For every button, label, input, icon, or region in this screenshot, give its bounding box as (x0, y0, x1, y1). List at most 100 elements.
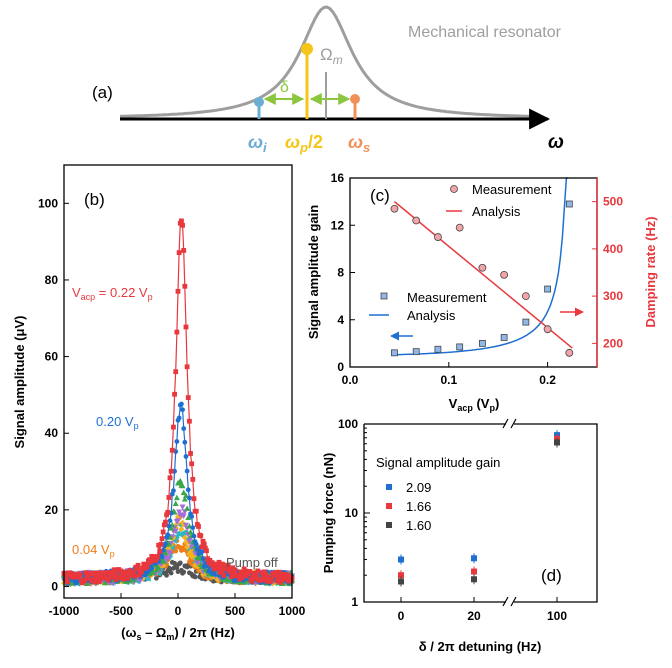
data-point (95, 570, 101, 576)
y-tick-label: 100 (338, 417, 358, 431)
damping-point (543, 325, 552, 334)
data-point (180, 513, 187, 520)
data-point (554, 439, 560, 446)
data-point (132, 573, 138, 579)
omega-axis-label: ω (548, 132, 564, 153)
data-point (179, 218, 184, 224)
legend-gain-measurement: Measurement (407, 290, 487, 305)
y2-tick-label: 400 (603, 242, 623, 256)
data-point (191, 496, 197, 502)
data-point (185, 514, 192, 521)
legend-damping-analysis: Analysis (472, 204, 521, 219)
data-point (181, 495, 188, 502)
panel-d: 0 20 100 1 10 100 (d) Signal amplitude gain 2… (321, 417, 598, 654)
data-point (180, 407, 185, 413)
data-point (177, 560, 183, 566)
y-tick-label: 0 (51, 580, 58, 594)
panel-d-plot (398, 430, 560, 587)
data-point (229, 574, 234, 579)
data-point (164, 572, 170, 578)
data-point (239, 575, 245, 581)
legend-marker (386, 522, 392, 528)
data-point (77, 572, 83, 577)
data-point (171, 537, 178, 544)
data-point (136, 572, 142, 578)
data-point (109, 574, 115, 580)
data-point (167, 518, 173, 524)
gain-point (565, 200, 573, 208)
data-point (200, 556, 206, 562)
annotation-020: 0.20 Vp (96, 414, 139, 431)
data-point (169, 534, 176, 540)
panel-d-frame (363, 423, 598, 603)
data-point (165, 532, 171, 538)
panel-c-ylabel: Signal amplitude gain (306, 205, 321, 339)
gain-point (434, 345, 442, 353)
panel-a-label: (a) (92, 83, 113, 102)
data-point (162, 549, 169, 556)
gain-analysis-curve (394, 177, 569, 356)
gain-point (500, 334, 508, 341)
data-point (135, 562, 141, 568)
data-point (155, 564, 162, 571)
data-point (183, 454, 189, 459)
axis-break-top (502, 418, 517, 429)
x-tick-label: -1000 (49, 604, 80, 618)
resonator-curve (119, 5, 541, 119)
data-point (160, 558, 167, 564)
panel-d-ticks: 0 20 100 1 10 100 (338, 417, 567, 623)
data-point (191, 533, 197, 539)
gain-point (544, 285, 551, 293)
legend-title: Signal amplitude gain (376, 455, 500, 470)
data-point (190, 525, 196, 530)
damping-point (434, 233, 442, 241)
data-point (93, 574, 99, 580)
data-point (181, 426, 187, 431)
x-tick-label: 0 (175, 604, 182, 618)
panel-b-points (61, 218, 295, 588)
data-point (179, 504, 186, 511)
data-point (102, 579, 109, 586)
data-point (183, 324, 189, 330)
data-point (179, 482, 186, 489)
data-point (65, 579, 70, 585)
data-point (114, 577, 119, 583)
data-point (471, 576, 477, 583)
data-point (184, 544, 191, 551)
x-tick-label: 1000 (279, 604, 306, 618)
legend-label: 1.60 (406, 518, 431, 533)
data-point (169, 447, 175, 453)
panel-b-label: (b) (84, 190, 105, 209)
panel-d-legend: 2.09 1.66 1.60 (386, 480, 431, 533)
panel-c-ylabel-right: Damping rate (Hz) (643, 216, 658, 327)
data-point (287, 573, 293, 579)
data-point (175, 518, 181, 524)
damping-fit-line (393, 201, 573, 349)
data-point (159, 554, 165, 560)
x-tick-label: 0 (398, 609, 405, 623)
data-point (87, 571, 93, 577)
legend-damping-marker (450, 185, 458, 193)
data-point (155, 554, 160, 559)
y-tick-label: 20 (45, 503, 59, 517)
legend-marker (386, 503, 392, 509)
data-point (139, 569, 144, 575)
data-point (149, 566, 155, 572)
data-point (181, 534, 188, 541)
data-point (236, 573, 241, 579)
data-point (168, 525, 175, 531)
data-point (189, 514, 195, 519)
data-point (112, 572, 118, 578)
data-point (159, 536, 165, 542)
data-point (232, 567, 238, 573)
data-point (157, 549, 163, 554)
x-tick-label: 0.1 (440, 373, 457, 387)
data-point (172, 391, 177, 397)
data-point (175, 288, 181, 294)
data-point (251, 570, 257, 576)
data-point (261, 577, 266, 582)
data-point (274, 578, 280, 584)
data-point (216, 559, 222, 565)
data-point (277, 569, 282, 575)
data-point (278, 579, 283, 585)
